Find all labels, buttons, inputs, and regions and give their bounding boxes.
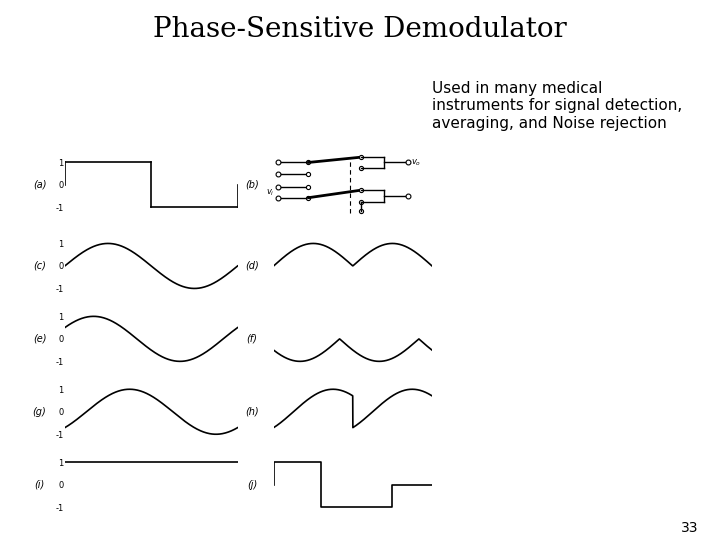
Text: (f): (f) xyxy=(246,334,258,344)
Text: Phase-Sensitive Demodulator: Phase-Sensitive Demodulator xyxy=(153,16,567,43)
Text: (b): (b) xyxy=(245,180,259,190)
Text: (g): (g) xyxy=(32,407,47,417)
Text: (h): (h) xyxy=(246,407,258,417)
Text: (e): (e) xyxy=(33,334,46,344)
Text: (i): (i) xyxy=(35,480,45,490)
Text: (a): (a) xyxy=(33,180,46,190)
Text: 33: 33 xyxy=(681,521,698,535)
Text: $v_i$: $v_i$ xyxy=(266,187,274,198)
Text: (j): (j) xyxy=(247,480,257,490)
Text: (d): (d) xyxy=(245,261,259,271)
Text: $v_o$: $v_o$ xyxy=(411,157,422,168)
Text: Used in many medical
instruments for signal detection,
averaging, and Noise reje: Used in many medical instruments for sig… xyxy=(432,81,683,131)
Text: (c): (c) xyxy=(33,261,46,271)
